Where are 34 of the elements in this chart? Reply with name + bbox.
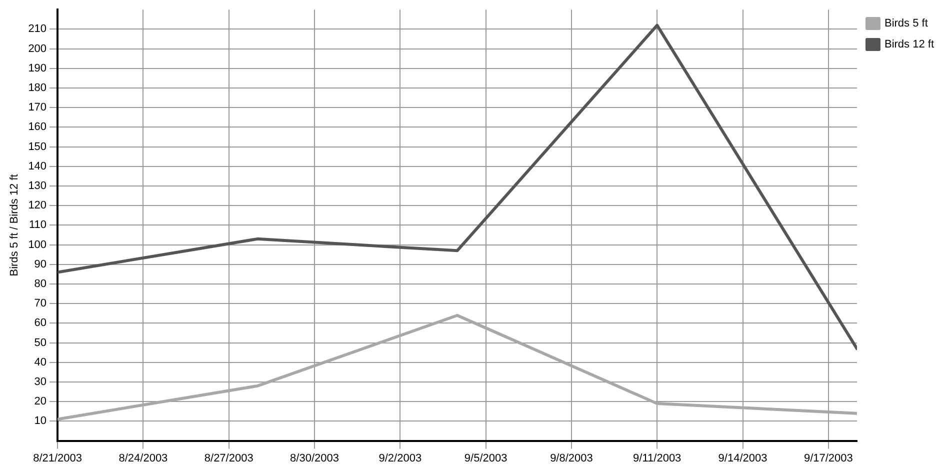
y-tick-label: 60 [34, 317, 47, 330]
x-tick-label: 8/27/2003 [204, 452, 254, 464]
y-tick-label: 70 [34, 298, 47, 310]
y-tick-label: 140 [28, 160, 47, 172]
y-tick-label: 120 [28, 200, 47, 212]
x-tick-label: 9/8/2003 [550, 452, 593, 464]
y-tick-label: 90 [34, 258, 47, 270]
x-tick-label: 8/24/2003 [118, 452, 168, 464]
y-tick-label: 40 [34, 356, 47, 368]
legend-label: Birds 5 ft [884, 18, 928, 30]
x-tick-label: 9/2/2003 [378, 452, 422, 464]
y-tick-label: 10 [34, 415, 47, 428]
y-tick-label: 190 [28, 62, 47, 74]
y-tick-label: 50 [34, 336, 47, 349]
y-tick-label: 80 [34, 278, 47, 290]
y-tick-label: 200 [28, 42, 47, 55]
x-tick-label: 9/17/2003 [804, 452, 853, 464]
y-tick-label: 180 [28, 82, 47, 94]
y-tick-label: 130 [28, 180, 47, 192]
y-tick-label: 150 [28, 140, 47, 153]
y-axis-title: Birds 5 ft / Birds 12 ft [8, 174, 21, 276]
x-tick-label: 9/11/2003 [633, 452, 682, 464]
y-tick-label: 20 [34, 396, 47, 408]
y-tick-label: 160 [28, 121, 47, 134]
y-tick-label: 210 [28, 23, 47, 36]
y-tick-label: 170 [28, 102, 47, 114]
x-tick-label: 8/30/2003 [290, 452, 339, 464]
x-tick-label: 9/14/2003 [718, 452, 768, 464]
x-tick-label: 8/21/2003 [33, 452, 82, 464]
x-tick-label: 9/5/2003 [464, 452, 508, 464]
y-tick-label: 30 [34, 376, 47, 388]
y-tick-label: 100 [28, 238, 47, 251]
legend-label: Birds 12 ft [884, 38, 934, 51]
y-tick-label: 110 [29, 219, 47, 232]
